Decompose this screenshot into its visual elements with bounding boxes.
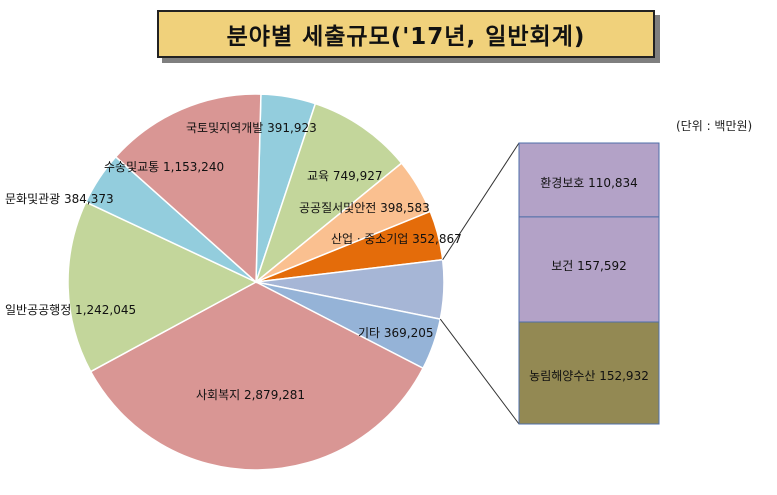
chart-title: 분야별 세출규모('17년, 일반회계) — [157, 10, 655, 58]
connector-line — [442, 142, 520, 261]
slice-label: 국토및지역개발 391,923 — [186, 121, 317, 135]
connector-line — [439, 318, 520, 425]
slice-label: 사회복지 2,879,281 — [196, 388, 305, 402]
slice-label: 공공질서및안전 398,583 — [299, 201, 430, 215]
slice-label: 일반공공행정 1,242,045 — [5, 302, 136, 317]
breakdown-label: 농림해양수산 152,932 — [529, 369, 649, 383]
breakdown-bar-segment — [518, 321, 660, 425]
breakdown-label: 환경보호 110,834 — [540, 176, 638, 190]
slice-label: 수송및교통 1,153,240 — [104, 160, 224, 174]
pie-slice — [114, 93, 262, 284]
unit-label: (단위 : 백만원) — [676, 119, 753, 133]
slice-label: 문화및관광 384,373 — [5, 192, 114, 206]
breakdown-bar-segment — [518, 142, 660, 218]
slice-label: 교육 749,927 — [307, 169, 383, 183]
breakdown-label: 보건 157,592 — [551, 259, 627, 273]
pie-slice — [67, 201, 258, 373]
slice-label: 산업ㆍ중소기업 352,867 — [331, 232, 462, 246]
pie-slice — [254, 102, 403, 285]
pie-slice — [89, 281, 425, 471]
slice-label: 기타 369,205 — [358, 326, 434, 340]
breakdown-bar-segment — [518, 216, 660, 323]
